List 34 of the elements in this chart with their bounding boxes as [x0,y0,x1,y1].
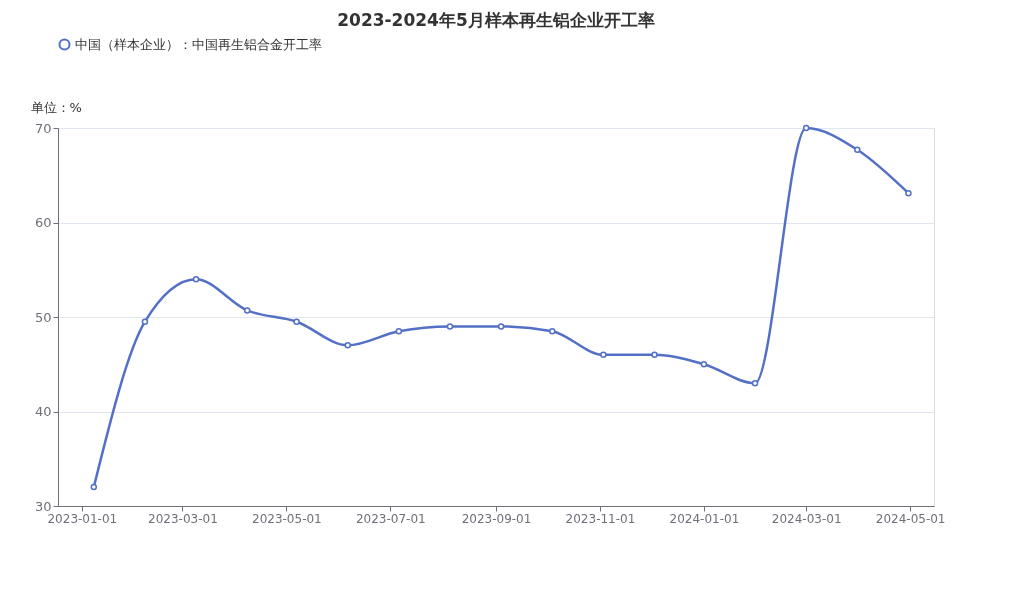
x-tick-label: 2023-07-01 [355,511,426,526]
point [90,483,98,491]
point [192,275,200,283]
point [395,327,403,335]
x-tick-label: 2023-01-01 [47,511,118,526]
y-axis-title: 单位：% [30,99,82,115]
point [700,361,708,368]
point [497,323,505,330]
chart-title: 2023-2024年5月样本再生铝企业开工率 [337,10,655,30]
point [243,307,251,314]
x-tick-label: 2023-09-01 [461,511,532,526]
x-tick-label: 2024-05-01 [875,511,946,526]
point [802,124,810,132]
legend-label: 中国（样本企业）：中国再生铝合金开工率 [75,36,322,52]
point [751,379,759,387]
y-tick-label: 60 [34,215,52,230]
y-tick-label: 50 [34,309,52,325]
point [651,351,658,359]
point [293,318,300,325]
x-tick-label: 2024-01-01 [669,511,740,526]
y-tick-label: 30 [34,498,52,514]
x-tick-label: 2023-05-01 [252,511,322,526]
point [141,318,149,325]
x-tick-label: 2023-03-01 [148,511,218,526]
point [548,327,556,335]
point [905,189,912,197]
point [344,342,351,349]
y-tick-label: 40 [34,404,52,419]
x-tick-label: 2024-03-01 [771,511,842,526]
x-tick-label: 2023-11-01 [565,511,636,526]
point [446,323,454,330]
point [854,146,861,153]
y-tick-label: 70 [34,120,52,136]
point [600,351,607,359]
